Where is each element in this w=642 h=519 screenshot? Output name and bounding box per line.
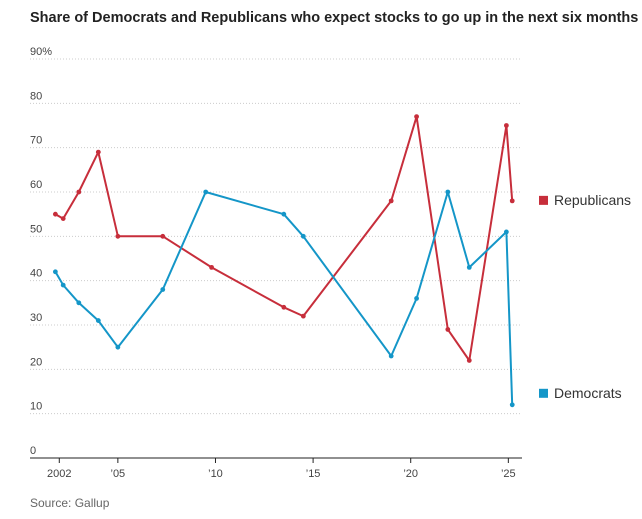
legend: Republicans Democrats [539, 192, 631, 401]
y-tick-label: 90% [30, 46, 52, 58]
legend-label-republicans: Republicans [554, 192, 631, 208]
republicans-point [300, 313, 306, 319]
y-tick-label: 50 [30, 223, 42, 235]
republicans-point [76, 189, 82, 195]
y-tick-label: 70 [30, 135, 42, 147]
republicans-point [509, 198, 515, 204]
democrats-point [509, 402, 515, 408]
democrats-point [160, 287, 166, 292]
republicans-point [281, 304, 287, 310]
x-tick-label: 2002 [47, 468, 71, 480]
y-tick-label: 40 [30, 268, 42, 280]
democrats-point [503, 229, 509, 235]
legend-swatch-democrats [539, 388, 548, 398]
y-tick-label: 0 [30, 445, 36, 457]
democrats-point [203, 189, 209, 195]
democrats-point [300, 233, 306, 239]
legend-swatch-republicans [539, 195, 548, 205]
democrats-point [52, 269, 58, 275]
republicans-point [388, 198, 394, 204]
republicans-point [60, 216, 66, 222]
x-axis: 2002 ’05 ’10 ’15 ’20 ’25 [47, 458, 516, 480]
legend-label-democrats: Democrats [554, 385, 622, 401]
y-tick-label: 60 [30, 179, 42, 191]
y-axis-ticks: 0 10 20 30 40 50 60 70 80 90% [30, 46, 52, 457]
republicans-point [503, 123, 509, 128]
republicans-point [445, 327, 451, 332]
democrats-point [414, 296, 419, 301]
x-tick-label: ’25 [501, 468, 516, 480]
x-tick-label: ’10 [208, 468, 223, 480]
x-tick-label: ’20 [403, 468, 418, 480]
republicans-point [115, 233, 121, 239]
x-tick-label: ’05 [111, 468, 126, 480]
republicans-point [52, 211, 58, 217]
republicans-point [466, 358, 472, 363]
x-tick-label: ’15 [306, 468, 321, 480]
series-lines [52, 114, 515, 408]
y-tick-label: 20 [30, 356, 42, 368]
republicans-point [160, 233, 166, 239]
democrats-point [466, 264, 472, 270]
democrats-point [60, 282, 66, 288]
y-tick-label: 30 [30, 312, 42, 324]
republicans-point [414, 114, 419, 120]
democrats-point [388, 353, 394, 359]
source-note: Source: Gallup [30, 496, 110, 510]
chart-title: Share of Democrats and Republicans who e… [30, 10, 639, 26]
gridlines [30, 58, 522, 459]
democrats-point [445, 189, 451, 195]
democrats-point [281, 211, 287, 217]
republicans-point [209, 264, 214, 270]
republicans-line [54, 115, 514, 362]
y-tick-label: 10 [30, 401, 42, 413]
y-tick-label: 80 [30, 90, 42, 102]
republicans-point [95, 149, 101, 155]
democrats-point [95, 318, 101, 323]
democrats-point [115, 344, 121, 350]
democrats-point [76, 300, 82, 306]
